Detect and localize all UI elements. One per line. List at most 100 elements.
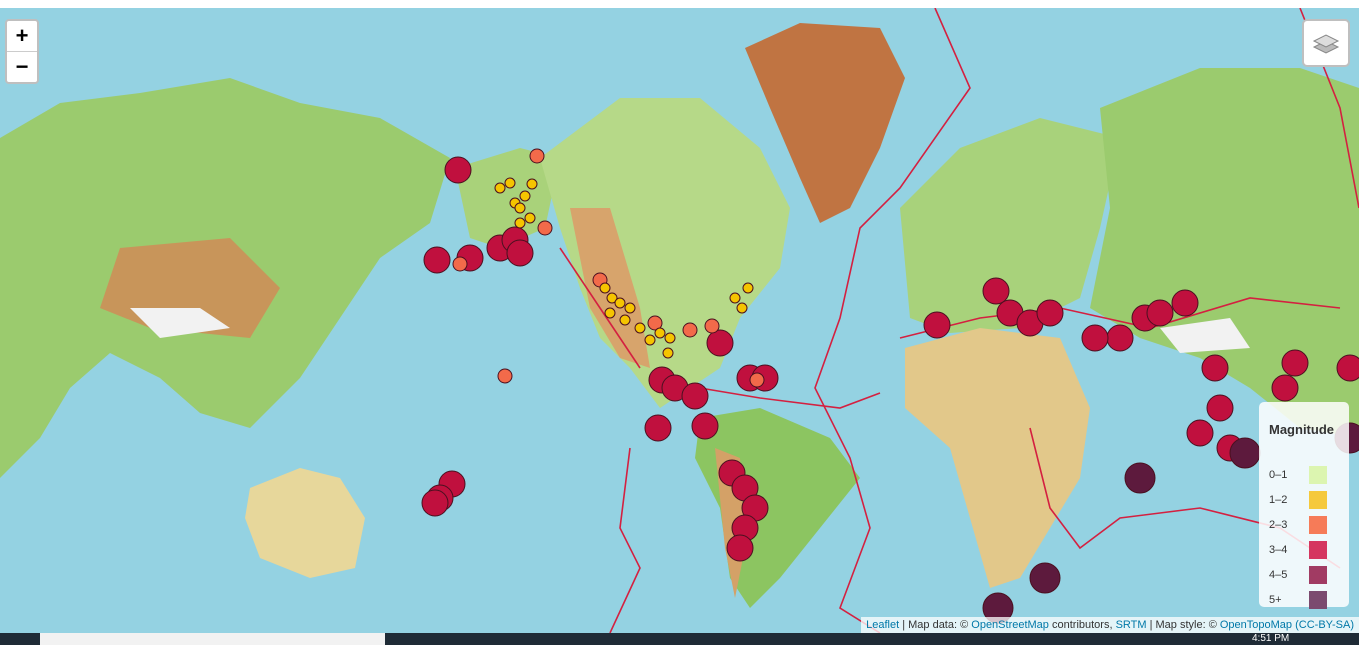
earthquake-marker[interactable] <box>982 277 1010 305</box>
earthquake-marker[interactable] <box>923 311 951 339</box>
earthquake-marker[interactable] <box>1036 299 1064 327</box>
legend-item: 3–4 <box>1269 541 1341 559</box>
link[interactable]: (CC-BY-SA) <box>1295 619 1354 631</box>
earthquake-marker[interactable] <box>497 368 513 384</box>
earthquake-marker[interactable] <box>704 318 720 334</box>
europe <box>900 118 1120 333</box>
earthquake-marker[interactable] <box>1206 394 1234 422</box>
zoom-control: + − <box>5 19 39 84</box>
earthquake-marker[interactable] <box>624 302 636 314</box>
earthquake-marker[interactable] <box>452 256 468 272</box>
text: | Map data: © <box>902 619 969 631</box>
earthquake-marker[interactable] <box>1146 299 1174 327</box>
earthquake-marker[interactable] <box>606 292 618 304</box>
legend-swatch <box>1309 566 1327 584</box>
earthquake-marker[interactable] <box>634 322 646 334</box>
earthquake-marker[interactable] <box>749 372 765 388</box>
earthquake-marker[interactable] <box>1281 349 1309 377</box>
earthquake-marker[interactable] <box>644 334 656 346</box>
earthquake-marker[interactable] <box>729 292 741 304</box>
earthquake-marker[interactable] <box>681 382 709 410</box>
earthquake-marker[interactable] <box>537 220 553 236</box>
legend: Magnitude 0–1 1–2 2–3 3–4 4–5 5+ <box>1259 402 1349 609</box>
layers-icon <box>1312 34 1340 54</box>
earthquake-marker[interactable] <box>1271 374 1299 402</box>
earthquake-marker[interactable] <box>529 148 545 164</box>
search-box[interactable] <box>40 633 385 645</box>
earthquake-marker[interactable] <box>1124 462 1156 494</box>
earthquake-marker[interactable] <box>664 332 676 344</box>
link[interactable]: SRTM <box>1115 619 1147 631</box>
map[interactable]: + − Magnitude 0–1 1–2 2–3 3–4 4–5 5+ Leaflet … <box>0 8 1359 633</box>
map-layer <box>0 8 1359 633</box>
legend-label: 0–1 <box>1269 469 1288 481</box>
earthquake-marker[interactable] <box>444 156 472 184</box>
earthquake-marker[interactable] <box>1186 419 1214 447</box>
layers-button[interactable] <box>1302 19 1350 67</box>
text: contributors, <box>1051 619 1113 631</box>
earthquake-marker[interactable] <box>654 327 666 339</box>
link[interactable]: OpenStreetMap <box>971 619 1049 631</box>
earthquake-marker[interactable] <box>494 182 506 194</box>
earthquake-marker[interactable] <box>604 307 616 319</box>
earthquake-marker[interactable] <box>423 246 451 274</box>
earthquake-marker[interactable] <box>736 302 748 314</box>
earthquake-marker[interactable] <box>1081 324 1109 352</box>
earthquake-marker[interactable] <box>1336 354 1359 382</box>
earthquake-marker[interactable] <box>599 282 611 294</box>
legend-item: 1–2 <box>1269 491 1341 509</box>
earthquake-marker[interactable] <box>619 314 631 326</box>
earthquake-marker[interactable] <box>526 178 538 190</box>
earthquake-marker[interactable] <box>726 534 754 562</box>
alaska <box>455 148 560 248</box>
zoom-out-button[interactable]: − <box>7 51 37 82</box>
link[interactable]: Leaflet <box>866 619 900 631</box>
legend-item: 2–3 <box>1269 516 1341 534</box>
earthquake-marker[interactable] <box>506 239 534 267</box>
australia <box>245 468 365 578</box>
asia-east <box>1090 68 1359 438</box>
north-america <box>540 98 790 408</box>
earthquake-marker[interactable] <box>1229 437 1261 469</box>
earthquake-marker[interactable] <box>1171 289 1199 317</box>
legend-item: 5+ <box>1269 591 1341 609</box>
legend-item: 4–5 <box>1269 566 1341 584</box>
legend-title: Magnitude <box>1269 422 1334 437</box>
earthquake-marker[interactable] <box>647 315 663 331</box>
earthquake-marker[interactable] <box>514 217 526 229</box>
earthquake-marker[interactable] <box>504 177 516 189</box>
clock: 4:51 PM <box>1252 633 1290 644</box>
text: | Map style: © <box>1149 619 1217 631</box>
legend-label: 1–2 <box>1269 494 1288 506</box>
earthquake-marker[interactable] <box>742 282 754 294</box>
taskbar: 4:51 PM <box>0 633 1359 645</box>
legend-item: 0–1 <box>1269 466 1341 484</box>
south-america <box>695 408 860 608</box>
legend-swatch <box>1309 591 1327 609</box>
legend-swatch <box>1309 466 1327 484</box>
legend-swatch <box>1309 516 1327 534</box>
asia-east-snow <box>1160 318 1250 353</box>
legend-label: 3–4 <box>1269 544 1288 556</box>
earthquake-marker[interactable] <box>421 489 449 517</box>
earthquake-marker[interactable] <box>519 190 531 202</box>
legend-swatch <box>1309 541 1327 559</box>
earthquake-marker[interactable] <box>691 412 719 440</box>
earthquake-marker[interactable] <box>706 329 734 357</box>
earthquake-marker[interactable] <box>614 297 626 309</box>
legend-label: 2–3 <box>1269 519 1288 531</box>
plate-boundaries <box>559 8 1359 633</box>
legend-label: 4–5 <box>1269 569 1288 581</box>
greenland <box>745 23 905 223</box>
earthquake-marker[interactable] <box>644 414 672 442</box>
earthquake-marker[interactable] <box>1029 562 1061 594</box>
earthquake-marker[interactable] <box>1106 324 1134 352</box>
zoom-in-button[interactable]: + <box>15 23 29 48</box>
earthquake-marker[interactable] <box>1201 354 1229 382</box>
earthquake-marker[interactable] <box>682 322 698 338</box>
earthquake-marker[interactable] <box>662 347 674 359</box>
earthquake-marker[interactable] <box>514 202 526 214</box>
earthquake-marker[interactable] <box>524 212 536 224</box>
link[interactable]: OpenTopoMap <box>1219 619 1293 631</box>
